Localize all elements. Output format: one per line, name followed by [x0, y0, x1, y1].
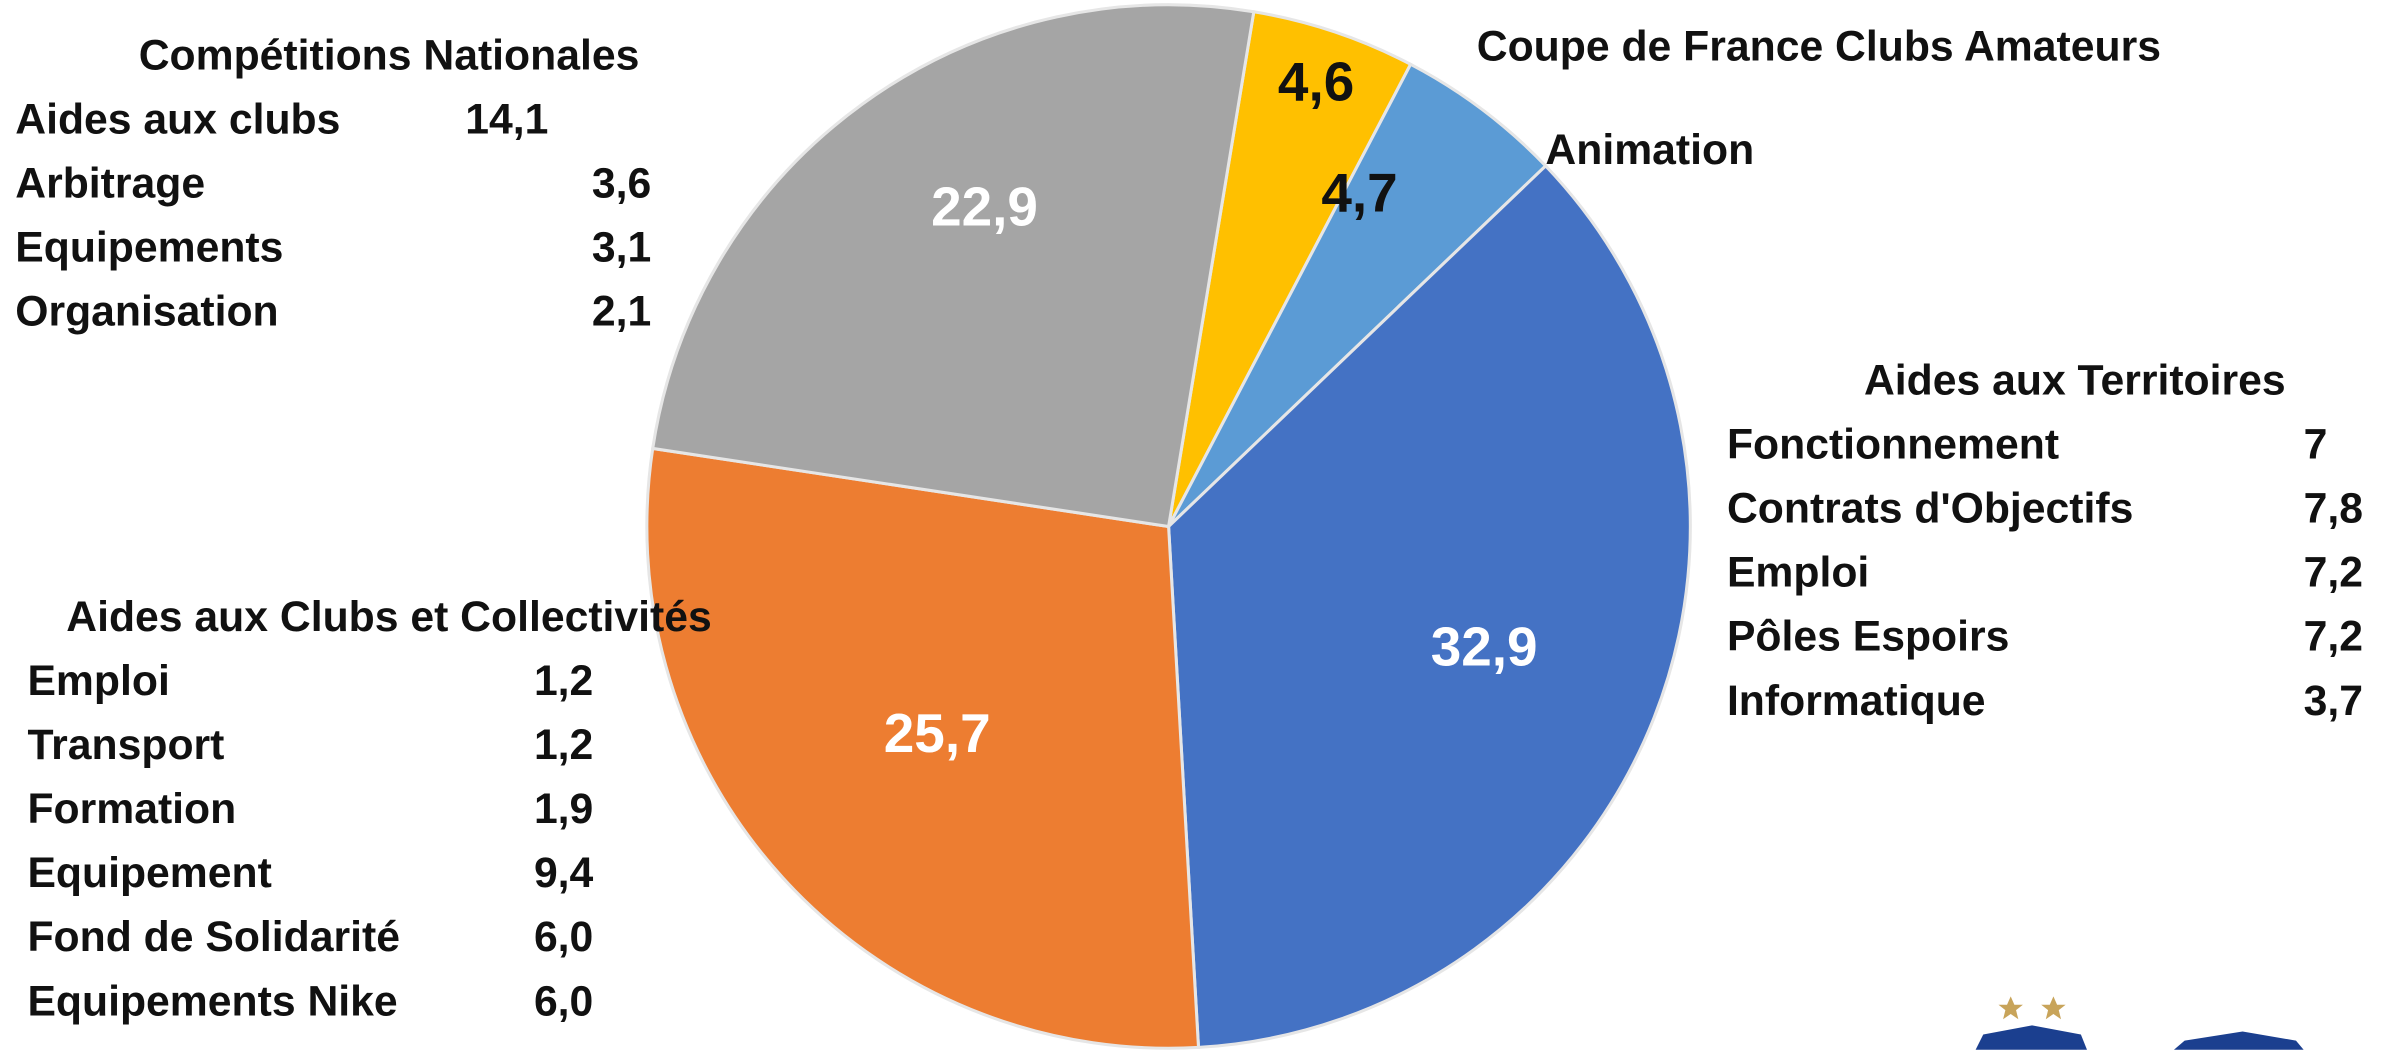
value-label: 25,7	[884, 702, 991, 764]
value-label: 22,9	[931, 176, 1038, 238]
detail-label: Fond de Solidarité	[27, 913, 400, 961]
detail-label: Emploi	[27, 657, 169, 705]
category-heading: Coupe de France Clubs Amateurs	[1477, 22, 2161, 70]
logo-star	[1998, 996, 2023, 1020]
category-heading: Aides aux Territoires	[1864, 356, 2286, 404]
pie-slice	[1167, 62, 1548, 528]
detail-value: 9,4	[534, 849, 594, 897]
detail-value: 1,9	[534, 785, 593, 833]
detail-label: Aides aux clubs	[15, 96, 340, 144]
detail-value: 6,0	[534, 913, 593, 961]
detail-label: Organisation	[15, 288, 278, 336]
detail-value: 6,0	[534, 977, 593, 1025]
detail-label: Transport	[27, 721, 224, 769]
detail-label: Fonctionnement	[1727, 420, 2059, 468]
pie-slice	[645, 446, 1201, 1050]
logo-shape	[1975, 1025, 2087, 1050]
detail-value: 1,2	[534, 721, 593, 769]
detail-value: 7,2	[2304, 549, 2363, 597]
detail-value: 1,2	[534, 657, 593, 705]
detail-value: 3,7	[2304, 677, 2363, 725]
detail-value: 3,6	[592, 160, 651, 208]
category-heading: Animation	[1545, 126, 1754, 174]
detail-label: Equipements	[15, 224, 283, 272]
detail-value: 3,1	[592, 224, 651, 272]
value-label: 32,9	[1431, 615, 1538, 677]
detail-value: 7,8	[2304, 485, 2363, 533]
detail-label: Equipement	[27, 849, 271, 897]
pie-slice	[650, 3, 1256, 529]
detail-label: Pôles Espoirs	[1727, 613, 2009, 661]
detail-label: Emploi	[1727, 549, 1869, 597]
detail-label: Informatique	[1727, 677, 1986, 725]
value-label: 4,6	[1278, 51, 1354, 113]
detail-value: 7	[2304, 420, 2328, 468]
pie-slice	[1167, 10, 1413, 528]
category-heading: Compétitions Nationales	[139, 31, 640, 79]
logo-shape	[2173, 1031, 2304, 1050]
detail-value: 7,2	[2304, 613, 2363, 661]
pie-slice	[1167, 163, 1692, 1050]
detail-value: 2,1	[592, 288, 651, 336]
detail-label: Contrats d'Objectifs	[1727, 485, 2133, 533]
category-heading: Aides aux Clubs et Collectivités	[66, 593, 712, 641]
detail-label: Formation	[27, 785, 236, 833]
logo-star	[2041, 996, 2066, 1020]
value-label: 4,7	[1321, 161, 1397, 223]
detail-label: Equipements Nike	[27, 977, 397, 1025]
detail-value: 14,1	[465, 96, 548, 144]
detail-label: Arbitrage	[15, 160, 205, 208]
